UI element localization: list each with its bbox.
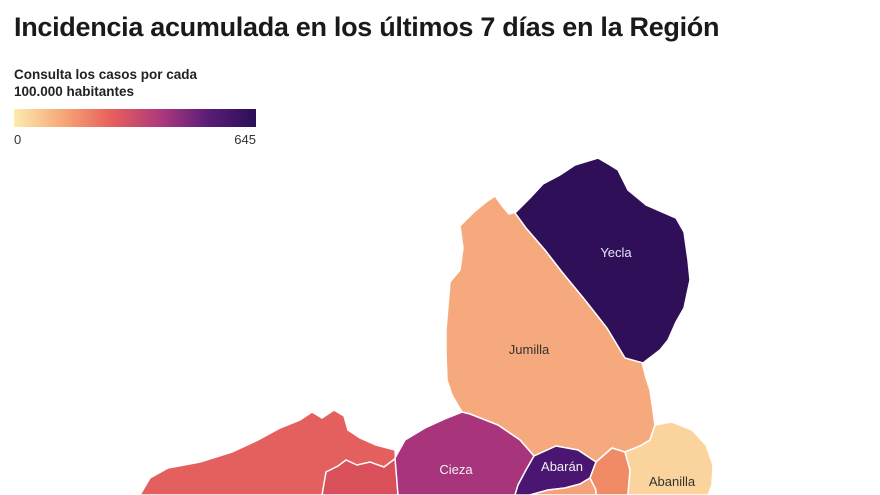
- legend-max-label: 645: [234, 132, 256, 147]
- legend-subtitle-line-2: 100.000 habitantes: [14, 84, 135, 99]
- legend-color-scale: [14, 109, 256, 127]
- legend-subtitle-line-1: Consulta los casos por cada: [14, 67, 198, 82]
- region-label-cieza: Cieza: [439, 462, 473, 477]
- region-label-abaran: Abarán: [541, 459, 583, 474]
- map-title: Incidencia acumulada en los últimos 7 dí…: [14, 12, 720, 42]
- legend-min-label: 0: [14, 132, 22, 147]
- region-label-yecla: Yecla: [600, 245, 632, 260]
- region-label-abanilla: Abanilla: [649, 474, 696, 489]
- region-fortuna[interactable]: [589, 447, 631, 495]
- region-yecla[interactable]: [514, 157, 691, 364]
- region-label-jumilla: Jumilla: [509, 342, 550, 357]
- legend-subtitle: Consulta los casos por cada 100.000 habi…: [14, 66, 294, 100]
- region-abanilla[interactable]: [624, 421, 714, 495]
